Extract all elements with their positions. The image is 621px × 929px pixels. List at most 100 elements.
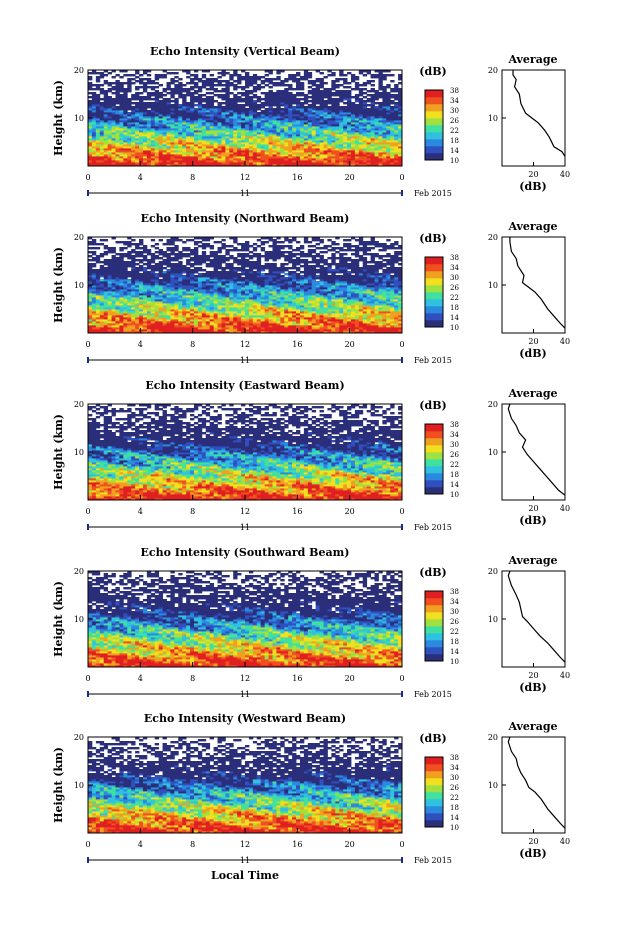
heatmap-cell — [343, 297, 348, 300]
heatmap-cell — [347, 122, 352, 125]
heatmap-cell — [248, 331, 254, 334]
heatmap-cell — [95, 120, 101, 123]
heatmap-cell — [95, 116, 101, 119]
heatmap-cell — [307, 295, 313, 298]
heatmap-cell — [217, 130, 222, 133]
heatmap-cell — [256, 84, 262, 87]
heatmap-cell — [343, 313, 348, 316]
heatmap-cell — [343, 138, 348, 141]
heatmap-cell — [103, 152, 109, 155]
heatmap-cell — [197, 148, 203, 151]
heatmap-cell — [131, 164, 136, 167]
heatmap-cell — [146, 291, 152, 294]
heatmap-cell — [264, 148, 269, 151]
heatmap-cell — [217, 152, 222, 155]
heatmap-cell — [362, 82, 368, 85]
heatmap-cell — [213, 118, 218, 121]
heatmap-cell — [154, 90, 160, 93]
heatmap-cell — [91, 315, 97, 318]
heatmap-cell — [182, 162, 187, 165]
heatmap-cell — [107, 317, 112, 320]
heatmap-cell — [343, 116, 348, 119]
heatmap-cell — [237, 142, 242, 145]
heatmap-cell — [174, 102, 179, 105]
heatmap-cell — [146, 301, 152, 304]
heatmap-cell — [268, 78, 273, 81]
heatmap-cell — [213, 126, 218, 129]
heatmap-cell — [178, 152, 183, 155]
heatmap-cell — [382, 128, 387, 131]
heatmap-cell — [299, 120, 305, 123]
heatmap-cell — [248, 154, 254, 157]
heatmap-cell — [323, 323, 328, 326]
heatmap-cell — [111, 319, 116, 322]
heatmap-cell — [331, 122, 336, 125]
heatmap-cell — [245, 313, 250, 316]
heatmap-cell — [284, 118, 289, 121]
heatmap-cell — [303, 96, 309, 99]
heatmap-cell — [241, 303, 246, 306]
heatmap-cell — [158, 106, 163, 109]
heatmap-cell — [374, 295, 379, 298]
heatmap-cell — [150, 106, 156, 109]
heatmap-cell — [354, 76, 360, 79]
heatmap-cell — [296, 315, 301, 318]
heatmap-cell — [170, 72, 175, 75]
heatmap-cell — [190, 86, 195, 89]
heatmap-cell — [358, 317, 364, 320]
heatmap-cell — [127, 291, 132, 294]
heatmap-cell — [307, 72, 313, 75]
heatmap-cell — [354, 96, 360, 99]
heatmap-cell — [252, 132, 258, 135]
heatmap-cell — [386, 297, 391, 300]
heatmap-cell — [272, 331, 277, 334]
heatmap-cell — [233, 130, 238, 133]
heatmap-cell — [245, 150, 250, 153]
heatmap-cell — [382, 158, 387, 161]
heatmap-cell — [91, 154, 97, 157]
heatmap-cell — [378, 299, 383, 302]
heatmap-cell — [307, 124, 313, 127]
heatmap-cell — [193, 164, 199, 167]
heatmap-cell — [158, 76, 163, 79]
heatmap-cell — [213, 94, 218, 97]
heatmap-cell — [248, 92, 254, 95]
heatmap-cell — [374, 317, 379, 320]
heatmap-cell — [327, 305, 332, 308]
heatmap-cell — [127, 325, 132, 328]
heatmap-cell — [256, 160, 262, 163]
heatmap-cell — [252, 309, 258, 312]
heatmap-cell — [382, 140, 387, 143]
heatmap-cell — [225, 80, 230, 83]
heatmap-cell — [276, 297, 281, 300]
heatmap-cell — [190, 136, 195, 139]
heatmap-cell — [225, 106, 230, 109]
heatmap-cell — [88, 134, 93, 137]
heatmap-cell — [374, 74, 379, 77]
heatmap-cell — [288, 108, 293, 111]
heatmap-cell — [296, 72, 301, 75]
heatmap-cell — [299, 327, 305, 330]
heatmap-cell — [386, 317, 391, 320]
panel-title: Echo Intensity (Northward Beam) — [141, 212, 350, 225]
heatmap-cell — [280, 331, 285, 334]
heatmap-cell — [386, 293, 391, 296]
heatmap-cell — [370, 158, 375, 161]
heatmap-cell — [378, 164, 383, 167]
heatmap-cell — [303, 74, 309, 77]
heatmap-cell — [186, 108, 191, 111]
heatmap-cell — [272, 94, 277, 97]
heatmap-cell — [390, 88, 395, 91]
heatmap-cell — [303, 102, 309, 105]
heatmap-cell — [193, 301, 199, 304]
heatmap-cell — [150, 80, 156, 83]
heatmap-cell — [186, 315, 191, 318]
heatmap-cell — [91, 307, 97, 310]
heatmap-cell — [331, 329, 336, 332]
heatmap-cell — [354, 317, 360, 320]
heatmap-cell — [158, 331, 163, 334]
heatmap-cell — [237, 321, 242, 324]
heatmap-cell — [252, 118, 258, 121]
heatmap-cell — [88, 136, 93, 139]
heatmap-cell — [154, 301, 160, 304]
